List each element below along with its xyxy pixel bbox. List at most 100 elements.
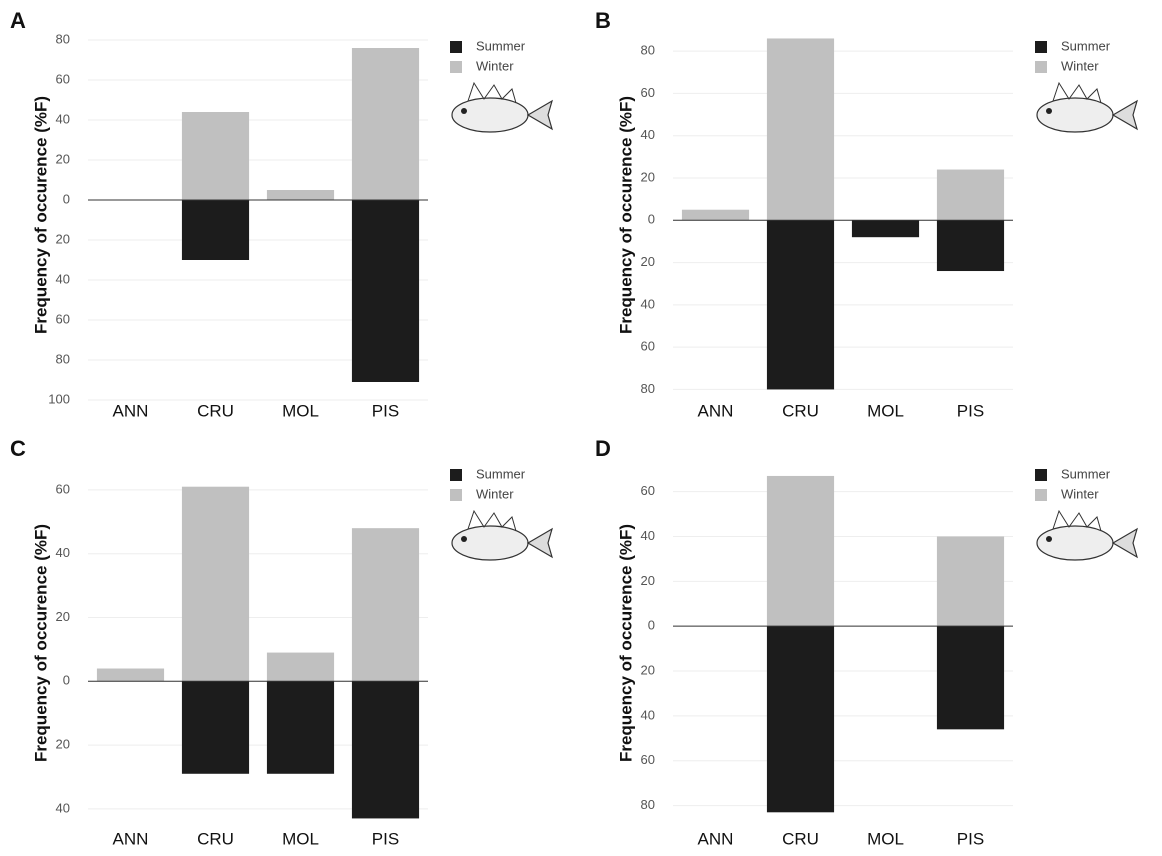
y-tick-label: 40 [641,296,655,311]
legend-swatch [450,61,462,73]
y-tick-label: 20 [56,737,70,752]
x-tick-label: PIS [957,829,984,848]
fish-eye [1046,536,1052,542]
y-axis-label: Frequency of occurence (%F) [616,524,635,762]
bar [682,210,749,221]
bar [97,669,164,682]
bar [937,536,1004,626]
legend-swatch [450,41,462,53]
bar [267,681,334,774]
bar [937,220,1004,271]
legend-label: Summer [476,38,526,53]
fish-body [452,526,528,560]
bar [352,200,419,382]
y-tick-label: 60 [641,85,655,100]
y-tick-label: 60 [641,483,655,498]
y-tick-label: 60 [56,311,70,326]
y-tick-label: 0 [648,618,655,633]
x-tick-label: PIS [957,401,984,420]
legend-swatch [1035,41,1047,53]
bar [852,220,919,237]
panel-label: B [595,8,611,33]
fish-illustration [1037,511,1137,560]
fish-body [452,98,528,132]
fish-tail [528,101,552,129]
figure: A Frequency of occurence (%F) 80 60 40 20 0 20 4… [0,0,1162,856]
y-tick-label: 20 [641,573,655,588]
bar [267,653,334,682]
x-tick-label: MOL [867,401,904,420]
y-tick-label: 0 [648,212,655,227]
x-tick-label: ANN [698,401,734,420]
panel-label: C [10,436,26,461]
y-tick-label: 40 [641,528,655,543]
x-tick-label: ANN [113,829,149,848]
panel-label: D [595,436,611,461]
legend-swatch [450,469,462,481]
fish-illustration [1037,83,1137,132]
y-axis-label: Frequency of occurence (%F) [616,96,635,334]
y-tick-label: 40 [641,707,655,722]
y-tick-label: 40 [56,271,70,286]
fish-eye [1046,108,1052,114]
legend-swatch [450,489,462,501]
y-tick-label: 80 [56,31,70,46]
x-tick-label: CRU [197,401,234,420]
legend-label: Summer [1061,466,1111,481]
x-tick-label: MOL [282,401,319,420]
bar [767,476,834,626]
y-axis-label: Frequency of occurence (%F) [31,524,50,762]
y-tick-label: 80 [641,797,655,812]
x-tick-label: MOL [867,829,904,848]
bar [937,170,1004,221]
y-tick-label: 60 [56,71,70,86]
bar [352,528,419,681]
y-tick-label: 80 [641,43,655,58]
legend-swatch [1035,469,1047,481]
fish-tail [528,529,552,557]
legend-swatch [1035,61,1047,73]
fish-eye [461,536,467,542]
bar [352,681,419,818]
bar [182,112,249,200]
y-axis-label: Frequency of occurence (%F) [31,96,50,334]
legend-label: Summer [1061,38,1111,53]
y-tick-label: 40 [641,127,655,142]
x-tick-label: MOL [282,829,319,848]
x-tick-label: ANN [113,401,149,420]
y-tick-label: 20 [641,169,655,184]
y-tick-label: 60 [56,481,70,496]
bar [267,190,334,200]
y-tick-label: 60 [641,752,655,767]
legend-label: Winter [1061,486,1099,501]
y-tick-label: 80 [56,351,70,366]
y-tick-label: 40 [56,111,70,126]
y-tick-label: 60 [641,339,655,354]
legend-label: Summer [476,466,526,481]
y-tick-label: 40 [56,800,70,815]
x-tick-label: PIS [372,829,399,848]
y-tick-label: 80 [641,381,655,396]
fish-tail [1113,529,1137,557]
x-tick-label: CRU [782,401,819,420]
fish-illustration [452,83,552,132]
fish-illustration [452,511,552,560]
fish-eye [461,108,467,114]
legend-swatch [1035,489,1047,501]
panel-label: A [10,8,26,33]
bar [767,38,834,220]
bar [182,487,249,682]
bar [937,626,1004,729]
x-tick-label: ANN [698,829,734,848]
fish-body [1037,98,1113,132]
legend-label: Winter [476,58,514,73]
bar [182,200,249,260]
x-tick-label: PIS [372,401,399,420]
bar [182,681,249,774]
y-tick-label: 0 [63,673,70,688]
y-tick-label: 0 [63,191,70,206]
